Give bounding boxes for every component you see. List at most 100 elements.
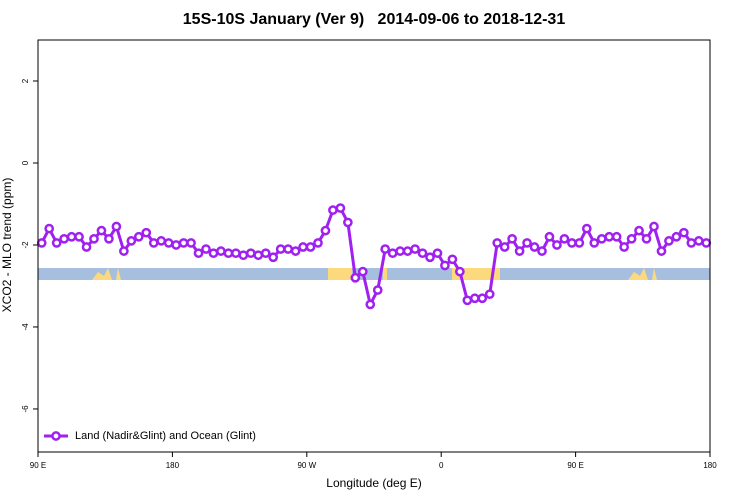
- data-point: [455, 266, 465, 277]
- data-point: [156, 236, 167, 246]
- data-point: [567, 238, 577, 248]
- chart-title: 15S-10S January (Ver 9) 2014-09-06 to 20…: [183, 11, 566, 28]
- data-point: [186, 238, 196, 248]
- data-point: [619, 242, 629, 252]
- data-point: [208, 248, 219, 259]
- data-point: [148, 238, 159, 248]
- data-point: [693, 236, 704, 246]
- data-point: [89, 233, 99, 244]
- data-point: [581, 223, 592, 234]
- data-point: [522, 238, 532, 248]
- data-point: [462, 295, 473, 306]
- data-point: [686, 238, 697, 248]
- x-tick-label: 90 E: [30, 461, 46, 470]
- x-tick-label: 90 W: [297, 461, 316, 470]
- data-point: [701, 238, 712, 248]
- data-point: [492, 238, 503, 248]
- data-point: [641, 233, 652, 244]
- y-tick-label: -2: [21, 241, 30, 249]
- data-point: [313, 238, 323, 248]
- data-point: [596, 233, 607, 244]
- data-point: [216, 246, 226, 256]
- data-point: [328, 205, 338, 215]
- data-point: [380, 244, 391, 254]
- data-point: [447, 254, 458, 265]
- data-point: [119, 246, 129, 256]
- y-axis-label: XCO2 - MLO trend (ppm): [0, 178, 14, 313]
- data-point: [440, 260, 450, 271]
- y-tick-label: -6: [21, 405, 30, 413]
- data-point: [484, 289, 495, 300]
- data-point: [283, 244, 293, 254]
- data-point: [664, 236, 674, 246]
- data-point: [372, 285, 383, 295]
- data-point: [529, 242, 540, 252]
- data-point: [410, 244, 420, 254]
- data-point: [604, 231, 615, 242]
- data-point: [335, 203, 346, 213]
- data-point: [589, 238, 600, 248]
- data-point: [193, 248, 204, 259]
- data-point: [104, 233, 114, 244]
- y-tick-label: 2: [21, 78, 30, 83]
- data-point: [499, 242, 510, 252]
- data-point: [133, 231, 144, 242]
- data-point: [649, 221, 659, 232]
- data-point: [469, 293, 480, 304]
- data-point: [290, 246, 301, 256]
- data-point: [223, 248, 234, 259]
- data-point: [260, 248, 271, 259]
- x-tick-label: 180: [166, 461, 180, 470]
- data-point: [477, 293, 488, 304]
- data-point: [141, 227, 152, 238]
- data-point: [238, 250, 249, 261]
- data-point: [365, 299, 376, 310]
- data-point: [544, 231, 555, 242]
- data-point: [537, 246, 547, 256]
- x-tick-label: 90 E: [567, 461, 583, 470]
- data-point: [350, 272, 361, 283]
- data-point: [679, 227, 689, 238]
- data-point: [626, 233, 637, 244]
- data-point: [507, 233, 517, 244]
- data-point: [357, 266, 368, 277]
- data-point: [395, 246, 405, 256]
- data-point: [417, 248, 428, 259]
- data-point: [425, 252, 435, 263]
- x-axis-label: Longitude (deg E): [326, 476, 421, 490]
- data-point: [305, 242, 316, 252]
- legend-label: Land (Nadir&Glint) and Ocean (Glint): [75, 430, 256, 442]
- data-point: [245, 248, 256, 259]
- data-point: [111, 221, 122, 232]
- data-point: [126, 236, 137, 246]
- data-point: [253, 250, 264, 261]
- data-point: [59, 233, 69, 244]
- data-point: [178, 238, 189, 248]
- x-tick-label: 180: [703, 461, 717, 470]
- data-point: [66, 231, 77, 242]
- data-point: [432, 248, 443, 259]
- data-point: [163, 238, 174, 248]
- data-point: [81, 242, 92, 252]
- data-point: [402, 246, 413, 256]
- data-point: [320, 225, 331, 236]
- data-point: [74, 231, 84, 242]
- data-point: [574, 238, 585, 248]
- data-point: [514, 246, 525, 256]
- data-point: [51, 238, 62, 248]
- data-point: [343, 217, 353, 228]
- data-point: [201, 244, 211, 254]
- data-point: [656, 246, 667, 256]
- data-point: [671, 231, 682, 242]
- data-point: [268, 252, 279, 263]
- data-point: [36, 238, 47, 248]
- data-point: [231, 248, 241, 259]
- y-tick-label: 0: [21, 160, 30, 165]
- data-point: [611, 231, 622, 242]
- surface-strip: [38, 268, 710, 280]
- data-point: [298, 242, 308, 252]
- y-tick-label: -4: [21, 323, 30, 331]
- data-point: [559, 233, 570, 244]
- data-point: [275, 244, 286, 254]
